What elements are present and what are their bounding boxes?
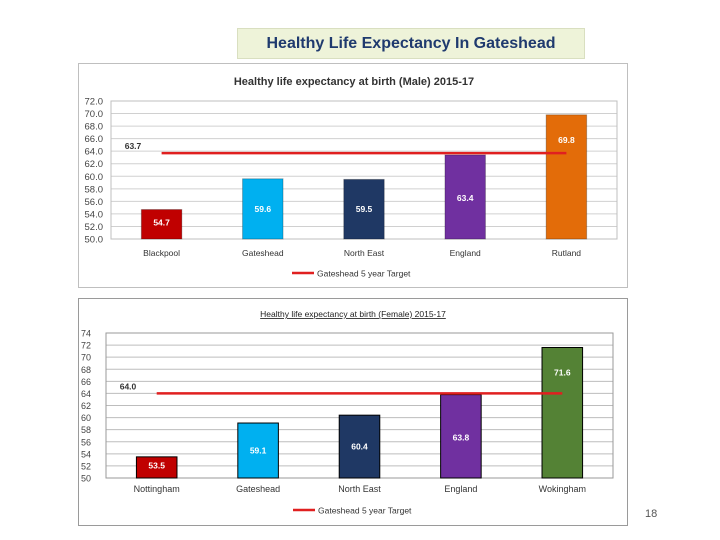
female-chart-frame: Healthy life expectancy at birth (Female… (78, 298, 628, 526)
data-label: 59.5 (356, 204, 373, 214)
y-tick-label: 64.0 (85, 147, 104, 158)
chart-title: Healthy life expectancy at birth (Female… (260, 309, 446, 319)
chart-title: Healthy life expectancy at birth (Male) … (234, 76, 474, 88)
bar-blackpool (140, 209, 183, 240)
y-tick-label: 62 (81, 401, 91, 411)
target-label: 64.0 (120, 381, 137, 391)
data-label: 54.7 (153, 218, 170, 228)
y-tick-label: 60.0 (85, 172, 104, 183)
x-tick-label: North East (338, 484, 381, 494)
x-tick-label: Wokingham (539, 484, 586, 494)
y-tick-label: 58.0 (85, 184, 104, 195)
data-label: 53.5 (148, 460, 165, 470)
bar-gateshead (242, 178, 284, 240)
y-tick-label: 66.0 (85, 134, 104, 145)
data-label: 69.8 (558, 135, 575, 145)
y-tick-label: 56 (81, 437, 91, 447)
data-label: 59.1 (250, 445, 267, 455)
x-tick-label: Rutland (552, 248, 582, 258)
y-tick-label: 56.0 (85, 197, 104, 208)
bar-nottingham (135, 456, 178, 479)
y-tick-label: 54 (81, 449, 91, 459)
y-tick-label: 72.0 (85, 97, 104, 108)
bar-gateshead (237, 422, 279, 479)
x-tick-label: Gateshead (242, 248, 284, 258)
y-tick-label: 52.0 (85, 222, 104, 233)
data-label: 71.6 (554, 368, 571, 378)
y-tick-label: 60 (81, 413, 91, 423)
y-tick-label: 70.0 (85, 109, 104, 120)
bar-wokingham (541, 347, 584, 479)
y-tick-label: 64 (81, 389, 91, 399)
data-label: 60.4 (351, 442, 368, 452)
bar-north-east (338, 414, 381, 479)
legend-entry: Gateshead 5 year Target (317, 269, 411, 279)
x-tick-label: England (450, 248, 481, 258)
bar-england (444, 154, 486, 240)
x-tick-label: Nottingham (134, 484, 180, 494)
y-tick-label: 74 (81, 329, 91, 339)
x-tick-label: Blackpool (143, 248, 180, 258)
y-tick-label: 68.0 (85, 122, 104, 133)
data-label: 59.6 (255, 204, 272, 214)
y-tick-label: 52 (81, 461, 91, 471)
slide-title: Healthy Life Expectancy In Gateshead (237, 28, 585, 59)
male-chart-frame: Healthy life expectancy at birth (Male) … (78, 63, 628, 288)
data-label: 63.8 (453, 432, 470, 442)
y-tick-label: 70 (81, 353, 91, 363)
bar-england (440, 394, 482, 479)
y-tick-label: 50 (81, 474, 91, 484)
page-number: 18 (645, 508, 658, 520)
y-tick-label: 72 (81, 341, 91, 351)
y-tick-label: 66 (81, 377, 91, 387)
x-tick-label: England (444, 484, 477, 494)
x-tick-label: North East (344, 248, 385, 258)
data-label: 63.4 (457, 193, 474, 203)
legend-entry: Gateshead 5 year Target (318, 506, 412, 516)
target-label: 63.7 (125, 141, 142, 151)
male-chart: Healthy life expectancy at birth (Male) … (85, 76, 618, 279)
y-tick-label: 50.0 (85, 235, 104, 246)
bar-rutland (545, 114, 588, 240)
y-tick-label: 68 (81, 365, 91, 375)
y-tick-label: 58 (81, 425, 91, 435)
y-tick-label: 62.0 (85, 159, 104, 170)
bar-north-east (343, 178, 385, 240)
x-tick-label: Gateshead (236, 484, 280, 494)
y-tick-label: 54.0 (85, 209, 104, 220)
female-chart: Healthy life expectancy at birth (Female… (81, 309, 614, 516)
